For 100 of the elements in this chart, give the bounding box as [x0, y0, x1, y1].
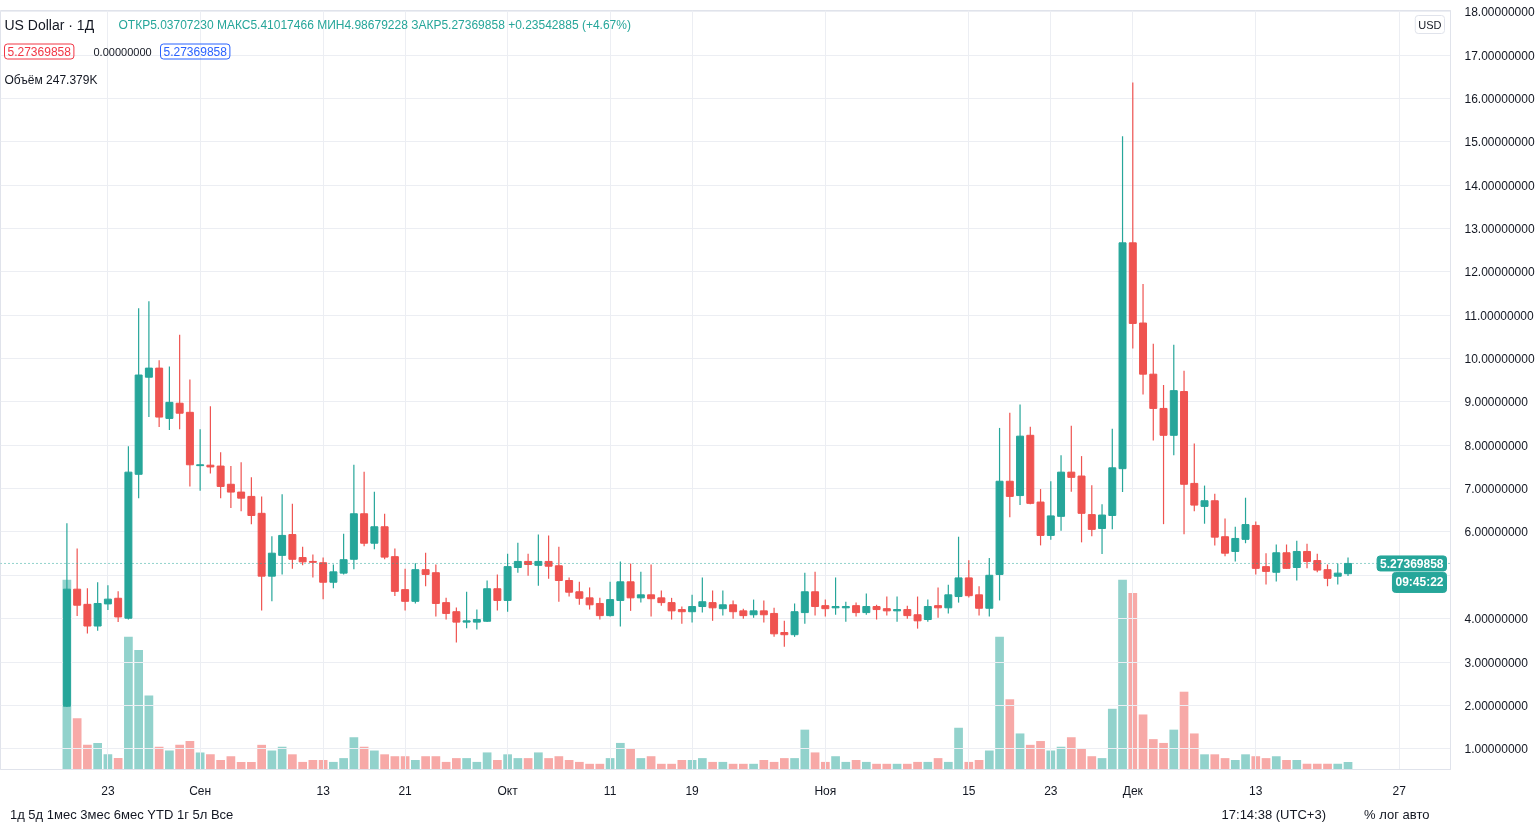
- x-tick-label: 15: [962, 783, 976, 798]
- y-tick-label: 2.00000000: [1464, 698, 1529, 713]
- candlestick: [421, 552, 430, 587]
- candlestick: [370, 491, 379, 550]
- bar: [646, 756, 656, 769]
- candlestick: [1313, 553, 1322, 573]
- candlestick: [319, 556, 328, 600]
- candlestick: [708, 589, 717, 622]
- bar: [1097, 758, 1107, 769]
- candlestick: [800, 572, 809, 625]
- candlestick: [790, 602, 799, 638]
- candlestick: [626, 563, 635, 612]
- y-tick-label: 1.00000000: [1464, 742, 1529, 757]
- bar: [820, 761, 830, 769]
- bar: [615, 742, 625, 769]
- bar: [636, 758, 646, 769]
- text: % лог авто: [1364, 807, 1430, 822]
- candlestick: [452, 606, 461, 644]
- bar: [564, 760, 574, 769]
- bar: [1282, 760, 1291, 769]
- bar: [165, 750, 174, 769]
- x-tick-label: Сен: [189, 783, 212, 798]
- candlestick: [226, 465, 235, 509]
- y-tick-label: 3.00000000: [1464, 655, 1529, 670]
- candlestick: [493, 573, 502, 612]
- x-tick-label: 13: [1249, 783, 1263, 798]
- candlestick: [862, 592, 871, 616]
- candlestick: [83, 587, 92, 634]
- candlestick: [964, 559, 973, 599]
- bar: [1005, 699, 1015, 769]
- candlestick: [749, 598, 758, 619]
- bar: [1200, 754, 1209, 769]
- bar: [738, 763, 748, 769]
- candlestick: [1282, 543, 1291, 570]
- y-tick-label: 6.00000000: [1464, 525, 1529, 540]
- bar: [749, 763, 758, 769]
- candlestick: [718, 589, 727, 617]
- candlestick: [93, 581, 102, 632]
- candlestick: [1303, 543, 1312, 569]
- y-tick-label: 16.00000000: [1464, 91, 1535, 106]
- candlestick: [401, 568, 410, 612]
- candlestick: [811, 571, 820, 617]
- bar: [1292, 760, 1302, 769]
- candlestick: [1221, 517, 1230, 557]
- bar: [964, 761, 974, 769]
- y-tick-label: 9.00000000: [1464, 395, 1529, 410]
- bar: [1189, 733, 1199, 769]
- y-tick-label: 18.00000000: [1464, 5, 1535, 20]
- candlestick: [770, 607, 779, 638]
- bar: [431, 756, 441, 769]
- bar: [1128, 593, 1138, 769]
- candlestick: [103, 584, 112, 611]
- bar: [708, 761, 717, 769]
- bar: [226, 756, 236, 769]
- candlestick: [944, 584, 953, 615]
- annotation: ОТКР5.03707230 МАКС5.41017466 МИН4.98679228 ЗАКР5.27369858 +0.23542885 (+4.67%): [118, 17, 631, 32]
- candlestick: [934, 586, 943, 619]
- bar: [482, 752, 492, 769]
- candlestick: [698, 576, 707, 614]
- annotation: 09:45:22: [1395, 575, 1444, 590]
- candlestick: [462, 591, 471, 629]
- candlestick: [442, 597, 451, 621]
- chart-title: Объём 247.379K: [4, 72, 98, 87]
- candlestick: [206, 405, 215, 475]
- candlestick: [544, 534, 553, 580]
- candlestick: [1005, 412, 1014, 518]
- candlestick: [1241, 497, 1250, 544]
- bar: [523, 758, 533, 769]
- bar: [933, 758, 943, 769]
- bar: [493, 760, 502, 769]
- y-tick-label: 12.00000000: [1464, 265, 1535, 280]
- candlestick: [1323, 563, 1332, 587]
- candlestick: [780, 620, 789, 648]
- candlestick: [554, 546, 563, 603]
- candlestick: [575, 581, 584, 606]
- bar: [452, 758, 461, 769]
- candlestick: [565, 576, 574, 598]
- bar: [175, 744, 184, 769]
- candlestick: [472, 608, 481, 631]
- candlestick: [524, 553, 533, 577]
- bar: [1015, 733, 1025, 769]
- bar: [380, 754, 389, 769]
- bar: [1333, 763, 1343, 769]
- bar: [1251, 756, 1261, 769]
- bar: [513, 758, 523, 769]
- bar: [93, 742, 103, 769]
- bar: [779, 758, 789, 769]
- bar: [1169, 729, 1179, 769]
- candlestick: [831, 576, 840, 616]
- candlestick: [667, 597, 676, 621]
- y-tick-label: 7.00000000: [1464, 482, 1529, 497]
- candlestick: [196, 428, 205, 492]
- ref-line-label: 5.27369858: [1380, 556, 1444, 571]
- candlestick: [216, 451, 225, 499]
- bar: [718, 761, 728, 769]
- x-tick-label: 19: [685, 783, 700, 798]
- candlestick: [759, 599, 768, 624]
- candlestick: [165, 365, 174, 431]
- bar: [1261, 758, 1271, 769]
- x-tick-label: 27: [1392, 783, 1407, 798]
